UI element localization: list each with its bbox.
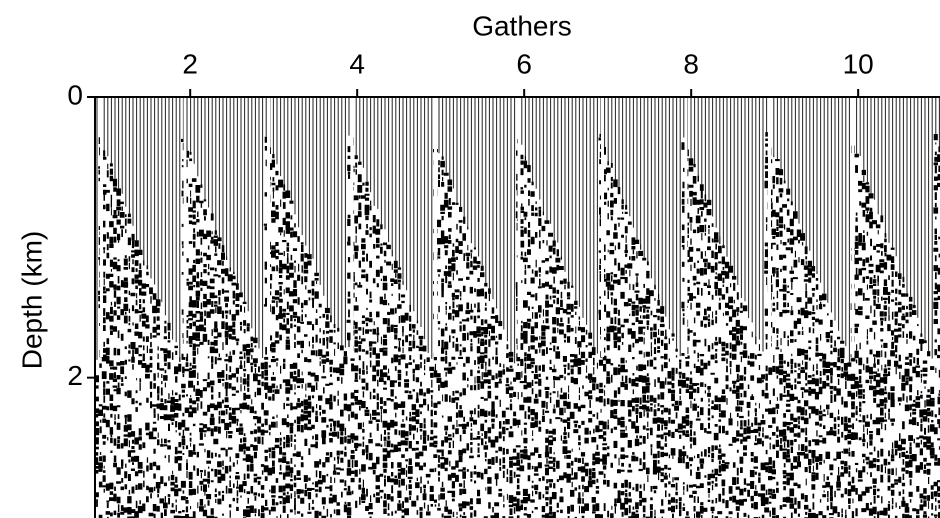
x-tick-label: 4	[349, 48, 365, 79]
x-tick-label: 8	[683, 48, 699, 79]
x-tick-label: 6	[516, 48, 532, 79]
gather-gap	[267, 97, 271, 357]
y-tick-label: 2	[67, 360, 83, 391]
x-axis-label: Gathers	[472, 10, 572, 41]
y-axis-label: Depth (km)	[16, 231, 47, 369]
x-tick-label: 10	[843, 48, 874, 79]
x-tick-label: 2	[182, 48, 198, 79]
gather-gap	[434, 97, 438, 357]
seismic-reflections	[94, 132, 940, 518]
gather-gap	[851, 97, 855, 357]
gather-gap	[600, 97, 604, 357]
gather-gap	[183, 97, 187, 357]
gather-gap	[684, 97, 688, 357]
gather-gap	[350, 97, 354, 357]
gather-gap	[100, 97, 104, 357]
seismic-image	[94, 97, 940, 518]
seismic-traces	[96, 97, 940, 364]
y-tick-label: 0	[67, 79, 83, 110]
gather-gap	[517, 97, 521, 357]
gather-gap	[767, 97, 771, 357]
